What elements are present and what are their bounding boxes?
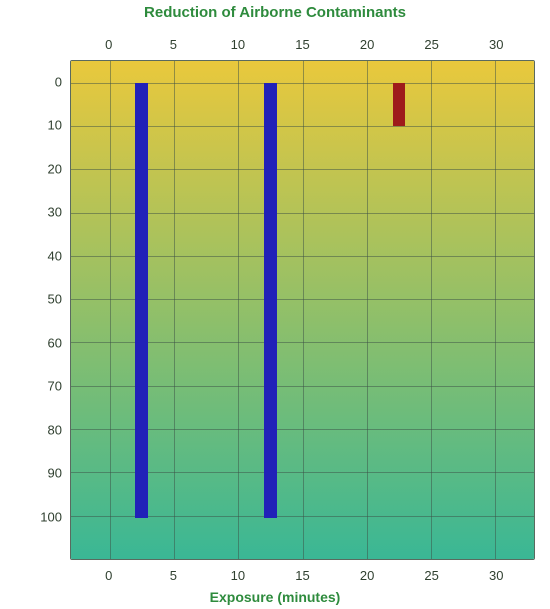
gridline-v xyxy=(431,61,432,559)
y-tick-left: 100 xyxy=(40,509,62,524)
x-axis-label: Exposure (minutes) xyxy=(0,589,550,605)
bar-2 xyxy=(264,83,277,518)
chart-title: Reduction of Airborne Contaminants xyxy=(0,4,550,21)
x-tick-top: 25 xyxy=(424,37,438,52)
x-tick-top: 30 xyxy=(489,37,503,52)
gridline-v xyxy=(367,61,368,559)
x-tick-top: 10 xyxy=(231,37,245,52)
gridline-v xyxy=(174,61,175,559)
gridline-v xyxy=(303,61,304,559)
gridline-v xyxy=(110,61,111,559)
x-tick-top: 0 xyxy=(105,37,112,52)
x-tick-bottom: 10 xyxy=(231,568,245,583)
y-tick-left: 30 xyxy=(48,205,62,220)
x-tick-bottom: 20 xyxy=(360,568,374,583)
y-tick-left: 90 xyxy=(48,466,62,481)
y-tick-left: 70 xyxy=(48,379,62,394)
x-tick-bottom: 30 xyxy=(489,568,503,583)
y-tick-left: 40 xyxy=(48,248,62,263)
y-tick-left: 60 xyxy=(48,335,62,350)
gridline-v xyxy=(495,61,496,559)
y-tick-left: 0 xyxy=(55,74,62,89)
plot-area xyxy=(70,60,535,560)
chart-panel: Reduction of Airborne Contaminants Expos… xyxy=(0,0,550,609)
y-tick-left: 10 xyxy=(48,118,62,133)
y-tick-left: 80 xyxy=(48,422,62,437)
x-tick-bottom: 0 xyxy=(105,568,112,583)
x-tick-bottom: 25 xyxy=(424,568,438,583)
x-tick-top: 20 xyxy=(360,37,374,52)
x-tick-top: 15 xyxy=(295,37,309,52)
gridline-v xyxy=(238,61,239,559)
y-tick-left: 20 xyxy=(48,161,62,176)
bar-1 xyxy=(135,83,148,518)
bar-3 xyxy=(393,83,406,126)
plot-wrap: 0055101015152020252530300102030405060708… xyxy=(70,60,535,560)
x-tick-top: 5 xyxy=(170,37,177,52)
x-tick-bottom: 15 xyxy=(295,568,309,583)
x-tick-bottom: 5 xyxy=(170,568,177,583)
y-tick-left: 50 xyxy=(48,292,62,307)
